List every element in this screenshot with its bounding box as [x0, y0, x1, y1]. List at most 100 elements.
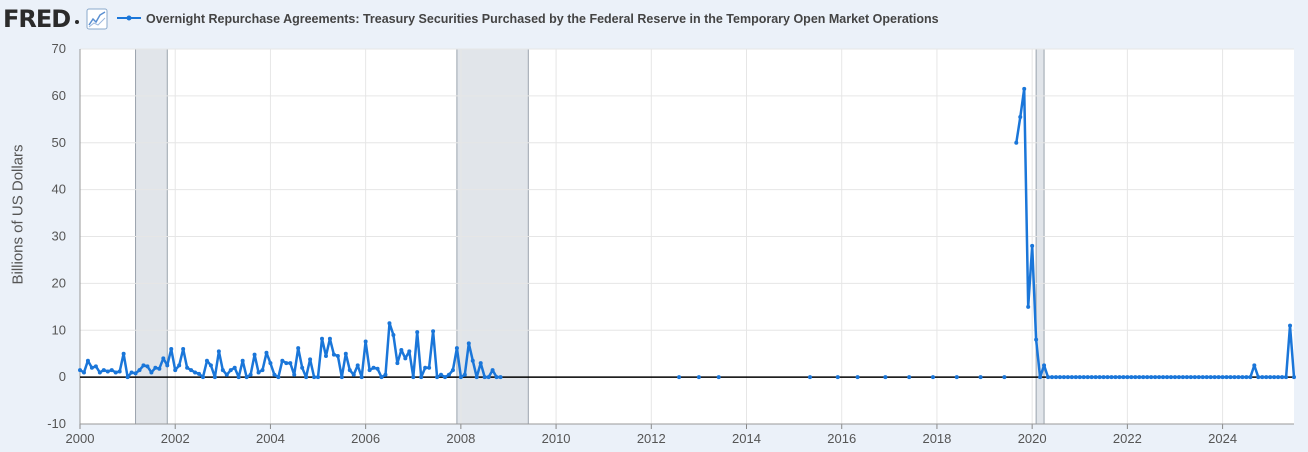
data-point [1196, 375, 1201, 380]
data-point [1192, 375, 1197, 380]
data-point [379, 375, 384, 380]
x-tick-label: 2016 [827, 431, 856, 446]
data-point [446, 372, 451, 377]
y-tick-label: 20 [52, 275, 66, 290]
x-tick-label: 2012 [637, 431, 666, 446]
data-point [677, 375, 682, 380]
data-point [280, 358, 285, 363]
data-point [169, 347, 174, 351]
data-point [482, 375, 487, 380]
data-point [835, 375, 840, 380]
data-point [1133, 375, 1138, 380]
x-tick-label: 2002 [161, 431, 190, 446]
data-point [312, 375, 317, 380]
data-point [1228, 375, 1233, 380]
y-tick-label: 40 [52, 182, 66, 197]
data-point [256, 370, 261, 375]
data-point [320, 336, 325, 341]
data-point [462, 372, 467, 377]
data-point [1272, 375, 1277, 380]
data-point [450, 368, 455, 373]
data-point [359, 375, 364, 380]
data-point [1026, 304, 1031, 309]
data-point [276, 375, 281, 380]
y-tick-label: 70 [52, 41, 66, 56]
data-point [1089, 375, 1094, 380]
data-point [907, 375, 912, 380]
data-point [216, 349, 221, 354]
data-point [1176, 375, 1181, 380]
data-point [371, 365, 376, 370]
data-point [1236, 375, 1241, 380]
data-point [1057, 375, 1062, 380]
data-point [1284, 375, 1289, 380]
data-point [1188, 375, 1193, 380]
data-point [1053, 375, 1058, 380]
y-tick-label: 50 [52, 135, 66, 150]
data-point [474, 375, 479, 380]
data-point [327, 336, 332, 341]
data-point [153, 365, 158, 370]
data-point [1169, 375, 1174, 380]
data-point [339, 375, 344, 380]
data-point [129, 370, 134, 375]
data-point [1141, 375, 1146, 380]
data-point [1030, 243, 1035, 248]
data-point [1288, 323, 1293, 328]
data-point [375, 366, 380, 371]
fred-logo[interactable]: FRED [3, 5, 71, 33]
data-point [296, 346, 301, 351]
data-point [498, 375, 503, 380]
x-tick-label: 2008 [446, 431, 475, 446]
data-point [1256, 375, 1261, 380]
chart-header: FRED Overnight Repurchase Agreements: Tr… [0, 0, 1308, 38]
data-point [268, 361, 273, 366]
data-point [161, 356, 166, 361]
data-point [1046, 375, 1051, 380]
y-tick-label: 30 [52, 229, 66, 244]
data-point [133, 371, 138, 376]
series-title[interactable]: Overnight Repurchase Agreements: Treasur… [146, 12, 939, 26]
data-point [1232, 375, 1237, 380]
y-tick-label: 60 [52, 88, 66, 103]
data-point [200, 375, 205, 380]
data-point [1085, 375, 1090, 380]
data-point [363, 339, 368, 344]
data-point [391, 332, 396, 337]
x-tick-label: 2010 [542, 431, 571, 446]
x-tick-label: 2004 [256, 431, 285, 446]
data-point [78, 368, 82, 373]
data-point [252, 352, 257, 357]
data-point [1049, 375, 1054, 380]
data-point [81, 370, 86, 375]
data-point [220, 368, 225, 373]
data-point [1077, 375, 1082, 380]
data-point [1109, 375, 1114, 380]
data-point [335, 354, 340, 359]
data-point [1165, 375, 1170, 380]
data-point [1129, 375, 1134, 380]
data-point [494, 375, 499, 380]
data-point [204, 358, 209, 363]
x-tick-label: 2024 [1208, 431, 1237, 446]
data-point [395, 361, 400, 366]
data-point [470, 358, 475, 363]
data-point [193, 370, 198, 375]
data-point [1268, 375, 1273, 380]
data-point [1145, 375, 1150, 380]
line-chart-icon[interactable] [86, 8, 108, 30]
data-point [173, 368, 178, 373]
x-tick-label: 2006 [351, 431, 380, 446]
y-tick-label: 0 [59, 369, 66, 384]
data-point [308, 357, 313, 362]
data-point [399, 347, 404, 352]
data-point [1180, 375, 1185, 380]
data-point [419, 375, 424, 380]
data-point [1101, 375, 1106, 380]
y-tick-label: -10 [47, 416, 66, 431]
data-point [97, 370, 102, 375]
data-point [355, 363, 360, 368]
data-point [101, 368, 106, 373]
data-point [351, 372, 356, 377]
